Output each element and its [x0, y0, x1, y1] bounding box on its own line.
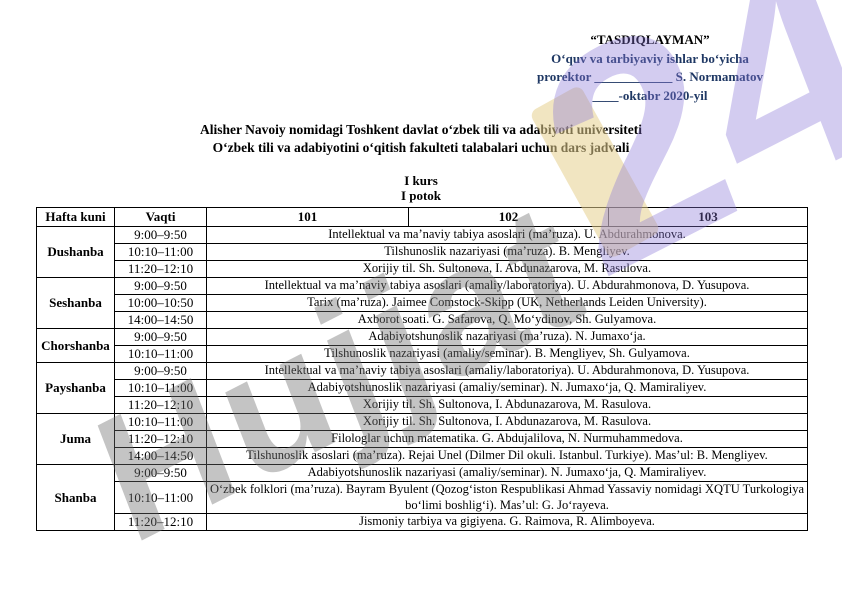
course-block: I kurs I potok	[0, 173, 842, 203]
time-cell: 10:10–11:00	[114, 243, 207, 261]
schedule-row: 10:00–10:50 Tarix (ma’ruza). Jaimee Comst…	[37, 294, 808, 312]
course-label: I kurs	[404, 173, 438, 188]
schedule-row: 14:00–14:50 Axborot soati. G. Safarova, Q…	[37, 311, 808, 329]
schedule-row: 10:10–11:00 Oʻzbek folklori (ma’ruza). Ba…	[37, 481, 808, 514]
schedule-row: 11:20–12:10 Xorijiy til. Sh. Sultonova, I…	[37, 396, 808, 414]
lesson-cell: Xorijiy til. Sh. Sultonova, I. Abdunazar…	[206, 413, 808, 431]
schedule-row: 14:00–14:50 Tilshunoslik asoslari (ma’ruz…	[37, 447, 808, 465]
schedule-row: Seshanba 9:00–9:50 Intellektual va ma’navi…	[36, 277, 808, 329]
time-cell: 9:00–9:50	[114, 277, 207, 295]
header-time: Vaqti	[114, 207, 207, 227]
day-cell: Payshanba	[36, 362, 115, 414]
time-cell: 11:20–12:10	[114, 430, 207, 448]
schedule-row: Dushanba 9:00–9:50 Intellektual va ma’navi…	[36, 226, 808, 278]
lesson-cell: Oʻzbek folklori (ma’ruza). Bayram Byulen…	[206, 481, 808, 514]
day-cell: Juma	[36, 413, 115, 465]
time-cell: 10:10–11:00	[114, 413, 207, 431]
header-day: Hafta kuni	[36, 207, 115, 227]
schedule-row: 10:10–11:00 Tilshunoslik nazariyasi (ma’r…	[37, 243, 808, 261]
lesson-cell: Tarix (ma’ruza). Jaimee Comstock-Skipp (…	[206, 294, 808, 312]
lesson-cell: Tilshunoslik asoslari (ma’ruza). Rejai U…	[206, 447, 808, 465]
header-group-102: 102	[408, 207, 609, 227]
stream-label: I potok	[400, 187, 442, 203]
time-cell: 10:10–11:00	[114, 379, 207, 397]
schedule-row: Shanba 9:00–9:50 Adabiyotshunoslik nazariy…	[36, 464, 808, 531]
time-cell: 9:00–9:50	[114, 226, 207, 244]
lesson-cell: Filologlar uchun matematika. G. Abdujali…	[206, 430, 808, 448]
lesson-cell: Jismoniy tarbiya va gigiyena. G. Raimova…	[206, 513, 808, 531]
time-cell: 14:00–14:50	[114, 447, 207, 465]
day-cell: Seshanba	[36, 277, 115, 329]
lesson-cell: Xorijiy til. Sh. Sultonova, I. Abdunazar…	[206, 396, 808, 414]
lesson-cell: Adabiyotshunoslik nazariyasi (amaliy/sem…	[206, 464, 808, 482]
schedule-row: Chorshanba 9:00–9:50 Adabiyotshunoslik naz…	[36, 328, 808, 363]
schedule-row: 11:20–12:10 Xorijiy til. Sh. Sultonova, I…	[37, 260, 808, 278]
time-cell: 10:10–11:00	[114, 345, 207, 363]
lesson-cell: Intellektual va ma’naviy tabiya asoslari…	[206, 362, 808, 380]
header-group-103: 103	[608, 207, 808, 227]
time-cell: 9:00–9:50	[114, 464, 207, 482]
lesson-cell: Axborot soati. G. Safarova, Q. Moʻydinov…	[206, 311, 808, 329]
time-cell: 14:00–14:50	[114, 311, 207, 329]
lesson-cell: Intellektual va ma’naviy tabiya asoslari…	[206, 277, 808, 295]
time-cell: 9:00–9:50	[114, 362, 207, 380]
approval-block: “TASDIQLAYMAN” Oʻquv va tarbiyaviy ishla…	[470, 31, 830, 105]
schedule-row: Payshanba 9:00–9:50 Intellektual va ma’nav…	[36, 362, 808, 414]
schedule-row: 10:10–11:00 Tilshunoslik nazariyasi (amal…	[37, 345, 808, 363]
approval-line-prorektor: prorektor ____________ S. Normamatov	[536, 69, 764, 84]
schedule-row: 10:10–11:00 Adabiyotshunoslik nazariyasi …	[37, 379, 808, 397]
lesson-cell: Tilshunoslik nazariyasi (ma’ruza). B. Me…	[206, 243, 808, 261]
lesson-cell: Adabiyotshunoslik nazariyasi (amaliy/sem…	[206, 379, 808, 397]
time-cell: 11:20–12:10	[114, 396, 207, 414]
header-group-101: 101	[206, 207, 409, 227]
lesson-cell: Xorijiy til. Sh. Sultonova, I. Abdunazar…	[206, 260, 808, 278]
time-cell: 10:10–11:00	[114, 481, 207, 514]
table-header-row: Hafta kuni Vaqti 101 102 103	[36, 207, 808, 227]
title-line-2: Oʻzbek tili va adabiyotini oʻqitish faku…	[212, 140, 630, 155]
time-cell: 11:20–12:10	[114, 513, 207, 531]
time-cell: 11:20–12:10	[114, 260, 207, 278]
lesson-cell: Adabiyotshunoslik nazariyasi (ma’ruza). …	[206, 328, 808, 346]
day-cell: Dushanba	[36, 226, 115, 278]
document-title: Alisher Navoiy nomidagi Toshkent davlat …	[0, 121, 842, 157]
day-cell: Chorshanba	[36, 328, 115, 363]
lesson-cell: Intellektual va ma’naviy tabiya asoslari…	[206, 226, 808, 244]
title-line-1: Alisher Navoiy nomidagi Toshkent davlat …	[200, 122, 642, 137]
schedule-table: Hafta kuni Vaqti 101 102 103 Dushanba 9:0…	[36, 207, 808, 531]
time-cell: 10:00–10:50	[114, 294, 207, 312]
day-cell: Shanba	[36, 464, 115, 531]
approval-line-date: ____-oktabr 2020-yil	[592, 87, 708, 103]
lesson-cell: Tilshunoslik nazariyasi (amaliy/seminar)…	[206, 345, 808, 363]
schedule-row: Juma 10:10–11:00 Xorijiy til. Sh. Sultonov…	[36, 413, 808, 465]
approval-title: “TASDIQLAYMAN”	[590, 32, 710, 47]
schedule-row: 11:20–12:10 Filologlar uchun matematika. …	[37, 430, 808, 448]
schedule-row: 11:20–12:10 Jismoniy tarbiya va gigiyena.…	[37, 513, 808, 531]
approval-line-2: Oʻquv va tarbiyaviy ishlar boʻyicha	[551, 50, 749, 66]
time-cell: 9:00–9:50	[114, 328, 207, 346]
